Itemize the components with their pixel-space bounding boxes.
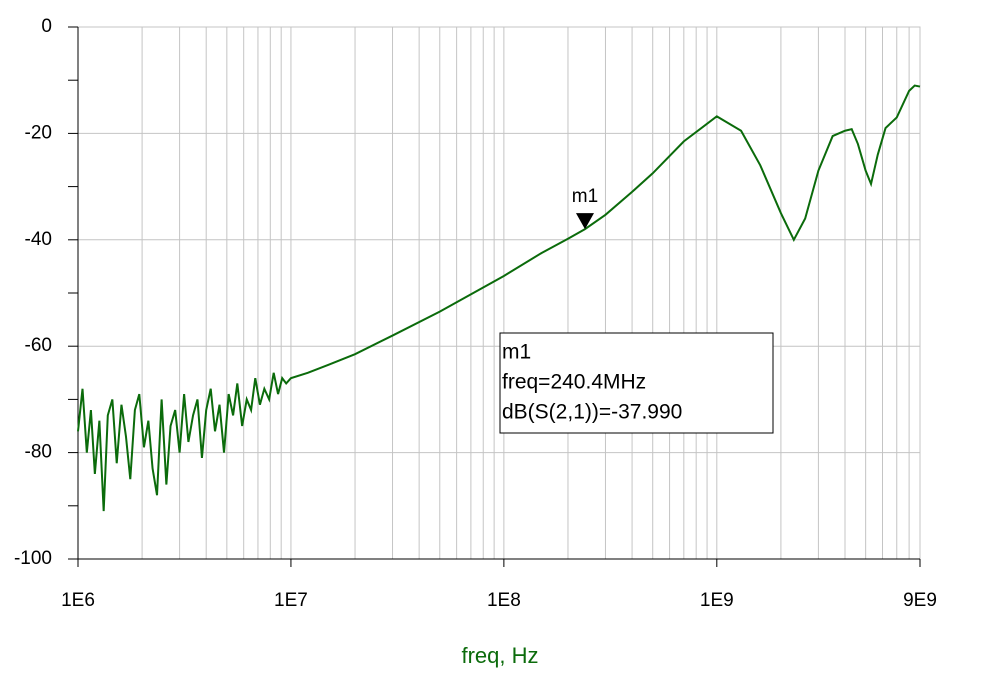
marker-triangle — [575, 213, 594, 230]
y-tick-label: -100 — [14, 548, 52, 569]
x-axis-label: freq, Hz — [461, 643, 538, 668]
plot-frame — [77, 26, 921, 560]
y-tick-label: -60 — [25, 335, 52, 356]
y-tick-label: 0 — [41, 16, 52, 37]
y-tick-label: -40 — [25, 229, 52, 250]
x-tick-label: 1E6 — [61, 590, 95, 611]
y-tick-label: -80 — [25, 442, 52, 463]
x-tick-label: 1E9 — [700, 590, 734, 611]
marker-label: freq=240.4MHz — [502, 371, 646, 394]
y-tick-label: -20 — [25, 122, 52, 143]
marker-name: m1 — [572, 186, 598, 207]
data-line — [77, 84, 921, 512]
x-tick-label: 1E7 — [274, 590, 308, 611]
x-tick-label: 1E8 — [487, 590, 521, 611]
x-tick-label: 9E9 — [903, 590, 937, 611]
marker-label: m1 — [502, 341, 531, 364]
marker-box — [499, 332, 774, 434]
marker-label: dB(S(2,1))=-37.990 — [502, 401, 682, 424]
